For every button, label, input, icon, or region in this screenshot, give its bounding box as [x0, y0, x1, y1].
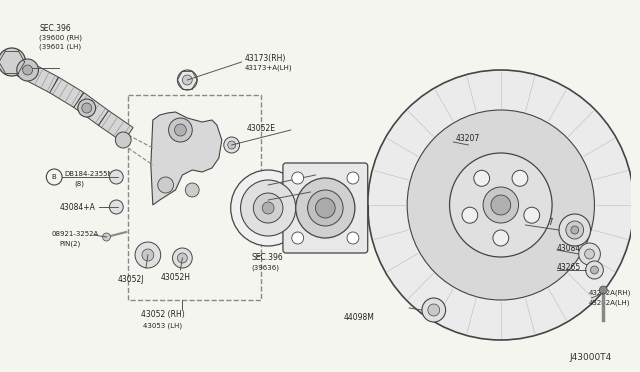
Text: 43084: 43084 — [557, 244, 581, 253]
Circle shape — [449, 153, 552, 257]
Circle shape — [115, 132, 131, 148]
Text: 08921-3252A: 08921-3252A — [51, 231, 99, 237]
Text: 43265: 43265 — [557, 263, 581, 273]
Circle shape — [347, 232, 359, 244]
Text: 43052E: 43052E — [246, 124, 275, 132]
Circle shape — [524, 207, 540, 223]
Circle shape — [571, 226, 579, 234]
Text: 43052H: 43052H — [161, 273, 191, 282]
Text: 43262A(LH): 43262A(LH) — [589, 300, 630, 306]
Circle shape — [109, 200, 124, 214]
Text: (39601 (LH): (39601 (LH) — [40, 44, 81, 50]
Text: SEC.396: SEC.396 — [40, 23, 71, 32]
Text: (8): (8) — [74, 181, 84, 187]
Circle shape — [82, 103, 92, 113]
Circle shape — [168, 118, 192, 142]
Text: 43084+A: 43084+A — [59, 202, 95, 212]
Polygon shape — [50, 77, 83, 108]
Text: PIN(2): PIN(2) — [59, 241, 81, 247]
Text: 44098M: 44098M — [344, 314, 374, 323]
Circle shape — [559, 214, 591, 246]
Circle shape — [142, 249, 154, 261]
FancyBboxPatch shape — [283, 163, 368, 253]
Circle shape — [241, 180, 296, 236]
Text: 43173(RH): 43173(RH) — [244, 54, 286, 62]
Circle shape — [316, 198, 335, 218]
Circle shape — [407, 110, 595, 300]
Polygon shape — [74, 93, 109, 125]
Text: 43173+A(LH): 43173+A(LH) — [244, 65, 292, 71]
Circle shape — [483, 187, 518, 223]
Circle shape — [177, 70, 197, 90]
Circle shape — [177, 253, 188, 263]
Circle shape — [347, 172, 359, 184]
Circle shape — [428, 304, 440, 316]
Text: (39600 (RH): (39600 (RH) — [40, 35, 83, 41]
Circle shape — [566, 221, 584, 239]
Polygon shape — [26, 64, 58, 93]
Circle shape — [186, 183, 199, 197]
Circle shape — [584, 249, 595, 259]
Polygon shape — [6, 54, 33, 80]
Text: 43052J: 43052J — [118, 276, 145, 285]
Circle shape — [292, 172, 303, 184]
Text: J43000T4: J43000T4 — [569, 353, 611, 362]
Text: (39636): (39636) — [252, 265, 280, 271]
Circle shape — [109, 170, 124, 184]
Text: 43053 (LH): 43053 (LH) — [143, 323, 182, 329]
Circle shape — [175, 124, 186, 136]
Text: SEC.396: SEC.396 — [252, 253, 283, 263]
Circle shape — [262, 202, 274, 214]
Circle shape — [491, 195, 511, 215]
Circle shape — [296, 178, 355, 238]
Text: 43052 (RH): 43052 (RH) — [141, 311, 184, 320]
Circle shape — [224, 137, 239, 153]
Circle shape — [493, 230, 509, 246]
Circle shape — [586, 261, 604, 279]
Bar — [128, 95, 261, 300]
Text: 43037: 43037 — [529, 218, 554, 227]
Circle shape — [462, 207, 478, 223]
Circle shape — [78, 99, 95, 117]
Polygon shape — [151, 112, 222, 205]
Circle shape — [17, 59, 38, 81]
Circle shape — [422, 298, 445, 322]
Circle shape — [253, 193, 283, 223]
Circle shape — [292, 232, 303, 244]
Circle shape — [308, 190, 343, 226]
Text: 43207: 43207 — [456, 134, 480, 142]
Text: 43202: 43202 — [319, 166, 344, 174]
Circle shape — [0, 48, 26, 76]
Text: DB184-2355M: DB184-2355M — [64, 171, 113, 177]
Polygon shape — [99, 110, 133, 142]
Circle shape — [102, 233, 111, 241]
Circle shape — [474, 170, 490, 186]
Circle shape — [157, 177, 173, 193]
Text: 43222: 43222 — [310, 186, 335, 195]
Circle shape — [173, 248, 192, 268]
Circle shape — [135, 242, 161, 268]
Circle shape — [591, 266, 598, 274]
Text: 43262A(RH): 43262A(RH) — [589, 290, 631, 296]
Circle shape — [228, 141, 236, 149]
Circle shape — [512, 170, 528, 186]
Text: B: B — [52, 174, 56, 180]
Circle shape — [182, 75, 192, 85]
Circle shape — [579, 243, 600, 265]
Circle shape — [230, 170, 306, 246]
Circle shape — [368, 70, 634, 340]
Circle shape — [22, 65, 33, 75]
Circle shape — [600, 286, 607, 294]
